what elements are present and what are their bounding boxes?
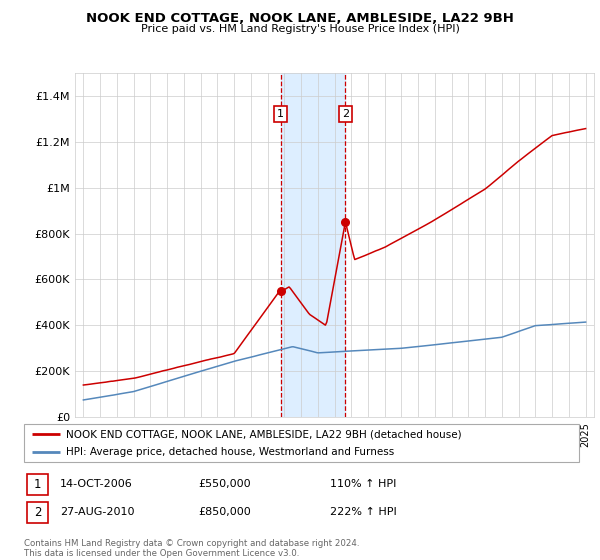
Text: 222% ↑ HPI: 222% ↑ HPI: [330, 507, 397, 517]
FancyBboxPatch shape: [24, 424, 579, 462]
Text: 2: 2: [342, 109, 349, 119]
Text: 110% ↑ HPI: 110% ↑ HPI: [330, 479, 397, 489]
Text: 1: 1: [277, 109, 284, 119]
Text: Price paid vs. HM Land Registry's House Price Index (HPI): Price paid vs. HM Land Registry's House …: [140, 24, 460, 34]
Bar: [281, 73, 346, 417]
Text: NOOK END COTTAGE, NOOK LANE, AMBLESIDE, LA22 9BH (detached house): NOOK END COTTAGE, NOOK LANE, AMBLESIDE, …: [65, 429, 461, 439]
Text: NOOK END COTTAGE, NOOK LANE, AMBLESIDE, LA22 9BH: NOOK END COTTAGE, NOOK LANE, AMBLESIDE, …: [86, 12, 514, 25]
Text: Contains HM Land Registry data © Crown copyright and database right 2024.
This d: Contains HM Land Registry data © Crown c…: [24, 539, 359, 558]
Text: £850,000: £850,000: [198, 507, 251, 517]
Text: 2: 2: [34, 506, 41, 519]
Text: 14-OCT-2006: 14-OCT-2006: [60, 479, 133, 489]
Text: £550,000: £550,000: [198, 479, 251, 489]
Text: 27-AUG-2010: 27-AUG-2010: [60, 507, 134, 517]
Text: 1: 1: [34, 478, 41, 491]
Text: HPI: Average price, detached house, Westmorland and Furness: HPI: Average price, detached house, West…: [65, 447, 394, 457]
